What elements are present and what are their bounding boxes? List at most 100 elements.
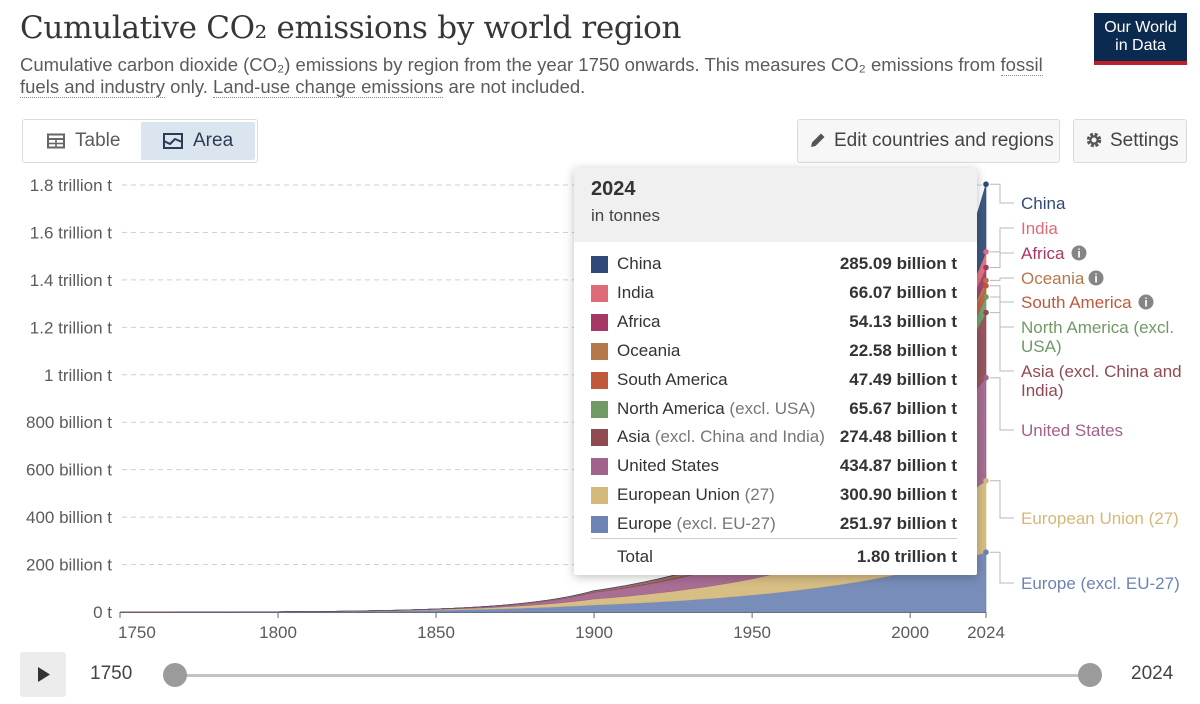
info-glyph: i xyxy=(1077,247,1080,261)
series-endpoint xyxy=(983,374,989,381)
tooltip-year: 2024 xyxy=(591,178,636,200)
tooltip-row: European Union (27) 300.90 billion t xyxy=(591,483,957,512)
tooltip-row-name: China xyxy=(617,252,661,276)
tooltip-row-name: United States xyxy=(617,454,719,478)
label-connector xyxy=(990,551,1014,584)
label-connector xyxy=(990,312,1014,372)
label-connector xyxy=(990,285,1014,303)
legend-swatch xyxy=(591,371,608,389)
series-name: Oceania xyxy=(617,340,681,360)
y-tick-label: 200 billion t xyxy=(26,556,112,575)
play-icon xyxy=(38,667,50,682)
y-tick-label: 1.4 trillion t xyxy=(30,271,112,290)
series-name: China xyxy=(617,254,662,273)
y-tick-label: 1.6 trillion t xyxy=(30,223,112,242)
x-tick-label: 1850 xyxy=(417,623,455,642)
tooltip-row: Europe (excl. EU-27) 251.97 billion t xyxy=(591,512,957,541)
x-tick-label: 1750 xyxy=(118,623,156,642)
series-label: Oceania xyxy=(1021,269,1085,288)
subtitle-mid: only. xyxy=(165,76,213,97)
series-label: United States xyxy=(1021,421,1123,440)
timeline-start-handle[interactable] xyxy=(163,663,187,687)
tooltip-row: India 66.07 billion t xyxy=(591,281,957,310)
settings-label: Settings xyxy=(1110,130,1179,151)
label-connector xyxy=(990,252,1014,268)
tooltip-row-value: 66.07 billion t xyxy=(849,282,957,302)
series-name-suffix: (excl. China and India) xyxy=(650,427,825,447)
edit-regions-label: Edit countries and regions xyxy=(834,130,1054,151)
tooltip-row: Asia (excl. China and India) 274.48 billi… xyxy=(591,425,957,454)
tooltip-row-value: 434.87 billion t xyxy=(839,456,957,476)
fossil-fuels-link[interactable]: fossil fuels and industry xyxy=(20,54,1043,98)
oceania-info-icon[interactable] xyxy=(1088,270,1104,286)
x-tick-label: 2024 xyxy=(967,623,1005,642)
series-endpoint xyxy=(983,277,989,284)
series-label: Asia (excl. China and xyxy=(1021,362,1182,381)
tab-area-label: Area xyxy=(193,130,234,151)
series-name: India xyxy=(617,282,654,302)
land-use-link[interactable]: Land-use change emissions xyxy=(213,76,444,98)
x-tick-label: 2000 xyxy=(891,623,929,642)
series-name-suffix: (27) xyxy=(739,485,775,505)
tooltip-row-value: 274.48 billion t xyxy=(839,427,957,447)
label-connector xyxy=(990,480,1014,519)
timeline-track[interactable] xyxy=(175,674,1090,677)
tooltip-row: Oceania 22.58 billion t xyxy=(591,339,957,368)
label-connector xyxy=(990,277,1014,281)
tab-table[interactable]: Table xyxy=(25,122,141,160)
legend-swatch xyxy=(591,516,608,534)
series-endpoint xyxy=(983,264,989,271)
tooltip-total-value: 1.80 trillion t xyxy=(856,547,957,566)
tooltip-row-name: Oceania xyxy=(617,339,680,363)
tooltip-row: United States 434.87 billion t xyxy=(591,454,957,483)
timeline-end-label: 2024 xyxy=(1131,663,1174,684)
play-button[interactable] xyxy=(20,652,66,697)
south-america-info-icon[interactable] xyxy=(1138,294,1154,310)
timeline-start-label: 1750 xyxy=(90,663,133,684)
series-label: Europe (excl. EU-27) xyxy=(1021,574,1180,593)
y-tick-label: 1.2 trillion t xyxy=(30,318,112,337)
series-name: United States xyxy=(617,456,720,476)
series-name: North America xyxy=(617,398,725,418)
area-chart-icon xyxy=(163,125,183,163)
chart-title: Cumulative CO₂ emissions by world region xyxy=(20,10,682,46)
timeline-end-handle[interactable] xyxy=(1078,663,1102,687)
series-label: China xyxy=(1021,194,1066,213)
tooltip-row: North America (excl. USA) 65.67 billion t xyxy=(591,397,957,426)
legend-swatch xyxy=(591,256,608,273)
series-label: European Union (27) xyxy=(1021,509,1179,528)
legend-swatch xyxy=(591,458,608,476)
tab-table-label: Table xyxy=(75,130,121,151)
subtitle-text: Cumulative carbon dioxide (CO₂) emission… xyxy=(20,54,1001,75)
logo-line-2: in Data xyxy=(1115,37,1166,54)
tooltip-header: 2024 in tonnes xyxy=(574,168,977,242)
tooltip-row-value: 251.97 billion t xyxy=(839,514,957,534)
tooltip-row-value: 285.09 billion t xyxy=(839,254,957,273)
series-label: South America xyxy=(1021,293,1132,312)
series-label: India xyxy=(1021,219,1058,238)
legend-swatch xyxy=(591,400,608,418)
info-glyph: i xyxy=(1144,296,1147,310)
owid-logo[interactable]: Our World in Data xyxy=(1094,13,1187,65)
label-connector xyxy=(990,296,1014,328)
y-tick-label: 1.8 trillion t xyxy=(30,176,112,195)
series-endpoint xyxy=(983,478,989,484)
tooltip-row-value: 300.90 billion t xyxy=(839,485,957,505)
tooltip-unit: in tonnes xyxy=(591,206,660,225)
edit-regions-button[interactable]: Edit countries and regions xyxy=(797,119,1060,163)
series-label: North America (excl. xyxy=(1021,318,1174,337)
tooltip-row-name: Africa xyxy=(617,310,660,334)
y-tick-label: 1 trillion t xyxy=(44,366,112,385)
legend-swatch xyxy=(591,487,608,505)
tab-area[interactable]: Area xyxy=(141,122,255,160)
series-label: Africa xyxy=(1021,244,1065,263)
tooltip-row: China 285.09 billion t xyxy=(591,252,957,281)
series-name: European Union xyxy=(617,485,740,505)
settings-button[interactable]: Settings xyxy=(1073,119,1187,163)
area-series xyxy=(120,184,987,613)
tooltip-row-value: 47.49 billion t xyxy=(849,369,957,389)
chart-subtitle: Cumulative carbon dioxide (CO₂) emission… xyxy=(20,54,1060,98)
africa-info-icon[interactable] xyxy=(1071,245,1087,261)
tooltip-row-name: Europe (excl. EU-27) xyxy=(617,512,776,536)
series-name: South America xyxy=(617,369,728,389)
